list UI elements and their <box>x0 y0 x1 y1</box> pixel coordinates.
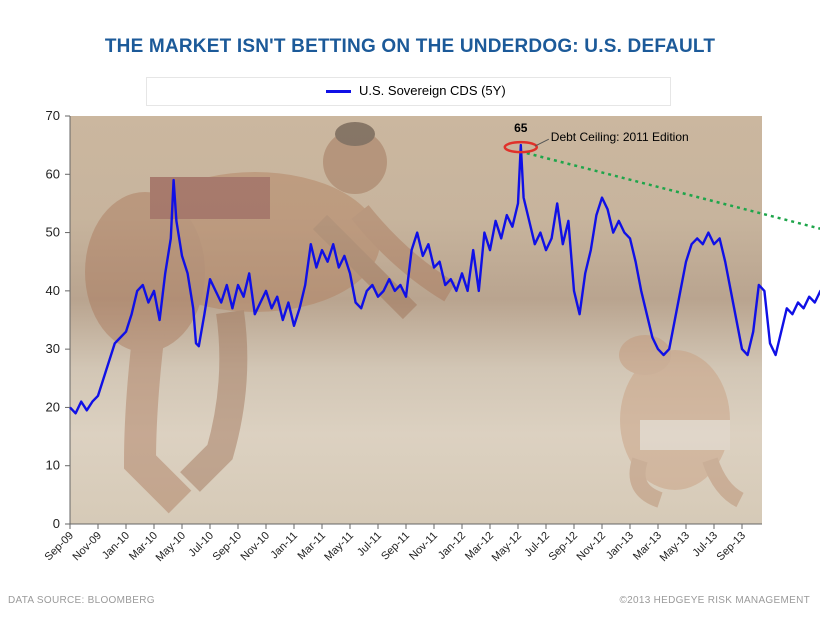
plot-background-photo <box>70 116 762 524</box>
legend-swatch <box>326 90 351 93</box>
data-source-note: DATA SOURCE: BLOOMBERG <box>8 595 155 606</box>
peak-value-label: 65 <box>514 121 528 135</box>
x-tick-label: May-12 <box>490 530 524 564</box>
y-tick-label: 0 <box>53 516 60 531</box>
series-layer <box>69 143 820 415</box>
y-tick-label: 70 <box>46 108 60 123</box>
legend-label: U.S. Sovereign CDS (5Y) <box>359 83 506 98</box>
sumo-wrestler-illustration <box>85 122 456 514</box>
small-wrestler-illustration <box>619 335 744 508</box>
x-tick-label: Sep-09 <box>43 530 77 564</box>
x-tick-label: Nov-10 <box>239 530 273 564</box>
peak-leader-line <box>534 138 550 147</box>
y-tick-label: 10 <box>46 458 60 473</box>
series-line-0 <box>69 143 820 415</box>
x-axis: Sep-09Nov-09Jan-10Mar-10May-10Jul-10Sep-… <box>43 523 762 564</box>
x-tick-label: Nov-09 <box>71 530 105 564</box>
x-tick-label: Jan-12 <box>436 530 468 562</box>
chart-title: THE MARKET ISN'T BETTING ON THE UNDERDOG… <box>104 36 716 57</box>
x-tick-label: Sep-13 <box>715 530 749 564</box>
x-tick-label: Nov-11 <box>407 530 440 563</box>
peak-annotation: Debt Ceiling: 2011 Edition <box>551 130 689 144</box>
x-tick-label: Sep-10 <box>211 530 245 564</box>
x-tick-label: Sep-12 <box>547 530 581 564</box>
x-tick-label: May-11 <box>322 530 356 564</box>
x-tick-label: Jan-10 <box>100 530 132 562</box>
y-tick-label: 20 <box>46 399 60 414</box>
y-axis: 0 10 20 30 40 50 60 70 <box>46 108 71 531</box>
y-tick-label: 50 <box>46 225 60 240</box>
x-tick-label: Nov-12 <box>575 530 609 564</box>
y-tick-label: 40 <box>46 283 60 298</box>
y-tick-label: 30 <box>46 341 60 356</box>
x-tick-label: Sep-11 <box>379 530 412 563</box>
x-tick-label: May-13 <box>658 530 692 564</box>
x-tick-label: Jan-13 <box>604 530 636 562</box>
x-tick-label: Jan-11 <box>268 530 300 562</box>
peak-marker <box>503 140 539 154</box>
y-tick-label: 60 <box>46 166 60 181</box>
x-tick-label: May-10 <box>154 530 188 564</box>
copyright-note: ©2013 HEDGEYE RISK MANAGEMENT <box>619 595 810 606</box>
legend: U.S. Sovereign CDS (5Y) <box>146 77 671 106</box>
